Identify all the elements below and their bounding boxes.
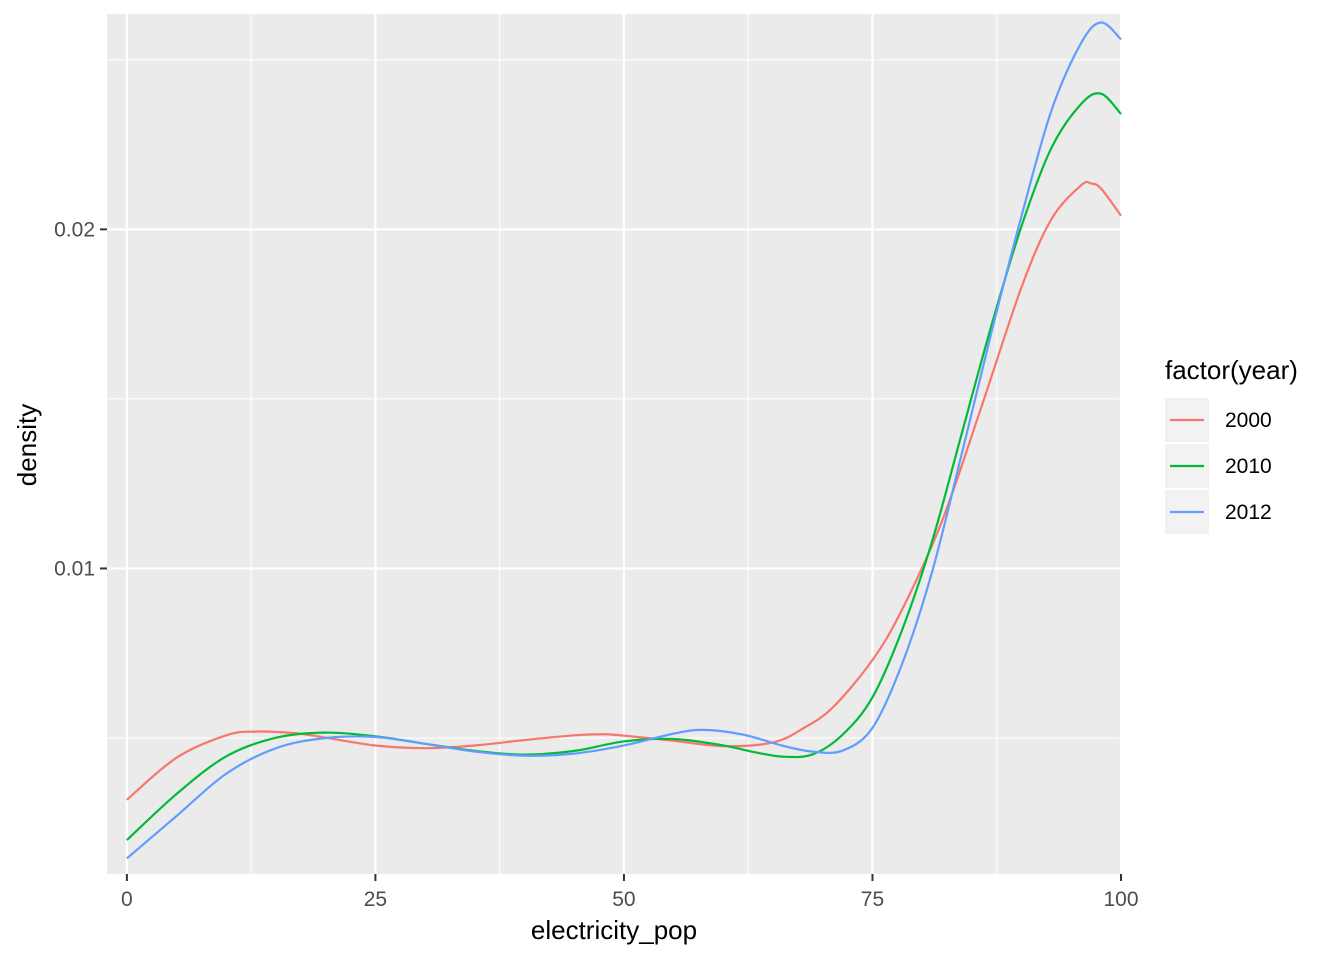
legend-label-2010: 2010	[1225, 455, 1272, 478]
density-line-2012	[126, 21, 1122, 860]
density-line-2010	[126, 92, 1122, 841]
x-tick-label: 75	[861, 888, 884, 911]
x-axis: 0 25 50 75 100	[121, 874, 1139, 911]
x-tick-label: 50	[612, 888, 635, 911]
major-gridlines	[107, 14, 1123, 874]
legend: factor(year) 2000 2010 2012	[1165, 355, 1298, 534]
minor-gridlines	[107, 14, 1121, 874]
legend-label-2012: 2012	[1225, 501, 1272, 524]
y-axis-title: density	[12, 404, 42, 486]
legend-label-2000: 2000	[1225, 409, 1272, 432]
density-lines	[126, 21, 1122, 860]
x-tick-label: 25	[364, 888, 387, 911]
x-tick-label: 0	[121, 888, 133, 911]
x-tick-label: 100	[1103, 888, 1138, 911]
legend-title: factor(year)	[1165, 355, 1298, 385]
y-tick-label: 0.02	[54, 218, 95, 241]
legend-items: 2000 2010 2012	[1165, 398, 1272, 534]
panel-background	[107, 14, 1121, 874]
x-axis-title: electricity_pop	[531, 915, 697, 945]
y-axis: 0.01 0.02	[54, 218, 107, 580]
y-tick-label: 0.01	[54, 557, 95, 580]
